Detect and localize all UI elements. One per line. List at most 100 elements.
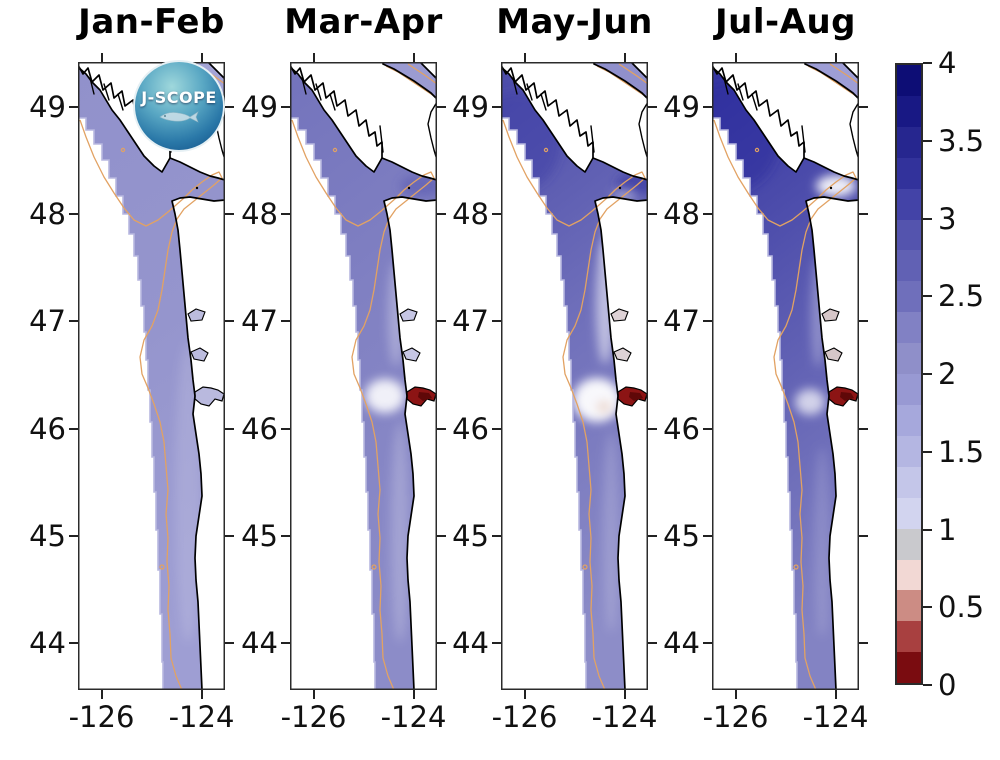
lat-tick <box>703 213 712 216</box>
lat-tick <box>492 534 501 537</box>
lat-tick-label: 46 <box>452 411 489 446</box>
lat-tick <box>225 213 234 216</box>
panel-mar-apr: Mar-Apr 49 48 47 46 45 44 -126 -124 <box>241 0 446 760</box>
colorbar-band <box>897 559 921 591</box>
lat-tick-label: 47 <box>29 304 66 339</box>
lat-tick <box>492 427 501 430</box>
colorbar-tick-label: 4 <box>938 46 957 80</box>
panel-title: Mar-Apr <box>284 2 443 42</box>
colorbar-tick-label: 2.5 <box>938 279 985 314</box>
colorbar-tick-label: 1 <box>938 512 957 547</box>
lat-tick <box>859 106 868 108</box>
colorbar-band <box>897 652 921 684</box>
colorbar-tick-label: 3.5 <box>938 123 985 158</box>
lat-tick <box>69 213 78 216</box>
lon-tick <box>100 690 103 699</box>
lon-tick <box>412 53 415 62</box>
lat-tick <box>225 427 234 430</box>
colorbar-band <box>897 312 921 344</box>
lat-tick-label: 49 <box>663 90 700 124</box>
lat-tick-label: 45 <box>29 518 66 553</box>
lon-tick <box>623 53 626 62</box>
lat-tick <box>703 427 712 430</box>
colorbar-tick <box>923 139 932 142</box>
lat-tick <box>69 320 78 323</box>
colorbar-band <box>897 65 921 96</box>
lon-tick-label: -126 <box>68 700 135 734</box>
lon-tick <box>200 53 203 62</box>
lat-tick-label: 47 <box>663 304 700 339</box>
lon-tick-label: -126 <box>702 700 769 734</box>
lat-tick-label: 44 <box>663 625 700 660</box>
lat-tick-label: 49 <box>241 90 278 124</box>
colorbar-band <box>897 219 921 251</box>
colorbar-band <box>897 435 921 467</box>
colorbar-tick <box>923 606 932 609</box>
jscope-logo: J-SCOPE <box>133 60 225 152</box>
lon-tick <box>623 690 626 699</box>
lat-tick <box>437 213 446 216</box>
map-jul-aug <box>712 62 859 690</box>
lat-tick-label: 44 <box>452 625 489 660</box>
lat-tick-label: 46 <box>241 411 278 446</box>
colorbar-band <box>897 343 921 375</box>
colorbar-band <box>897 404 921 436</box>
lon-tick <box>200 690 203 699</box>
lat-tick <box>492 213 501 216</box>
lat-tick <box>648 534 657 537</box>
colorbar-band <box>897 126 921 158</box>
panel-jan-feb: Jan-Feb 49 48 47 46 45 44 -126 -124 <box>29 0 234 760</box>
lon-tick <box>734 690 737 699</box>
map-mar-apr <box>290 62 437 690</box>
lat-tick-label: 44 <box>29 625 66 660</box>
lon-tick <box>523 53 526 62</box>
colorbar-band <box>897 250 921 282</box>
lat-tick <box>437 320 446 323</box>
colorbar-tick <box>923 528 932 531</box>
lon-tick-label: -124 <box>802 700 869 734</box>
lat-tick <box>648 641 657 644</box>
lat-tick <box>492 641 501 644</box>
lat-tick <box>648 427 657 430</box>
lon-tick-label: -126 <box>491 700 558 734</box>
lon-tick <box>834 53 837 62</box>
lat-tick <box>437 427 446 430</box>
lat-tick-label: 46 <box>663 411 700 446</box>
lon-tick <box>834 690 837 699</box>
colorbar <box>895 63 923 685</box>
lat-tick <box>492 320 501 323</box>
colorbar-band <box>897 95 921 127</box>
lat-tick <box>859 534 868 537</box>
lon-tick-label: -124 <box>591 700 658 734</box>
colorbar-band <box>897 374 921 405</box>
lat-tick <box>281 427 290 430</box>
colorbar-tick-label: 0 <box>938 668 957 702</box>
lat-tick-label: 48 <box>452 197 489 232</box>
colorbar-tick <box>923 217 932 220</box>
colorbar-band <box>897 590 921 622</box>
lat-tick-label: 48 <box>29 197 66 232</box>
lat-tick-label: 47 <box>241 304 278 339</box>
jscope-logo-label: J-SCOPE <box>141 88 217 107</box>
lat-tick <box>281 641 290 644</box>
map-may-jun <box>501 62 648 690</box>
lat-tick-label: 48 <box>663 197 700 232</box>
lat-tick <box>281 106 290 108</box>
lat-tick <box>69 534 78 537</box>
lat-tick <box>437 641 446 644</box>
fish-icon <box>159 111 199 123</box>
panel-title: Jan-Feb <box>78 2 225 42</box>
lat-tick <box>225 534 234 537</box>
map-jan-feb <box>78 62 225 690</box>
lon-tick <box>312 53 315 62</box>
colorbar-tick-label: 3 <box>938 201 957 236</box>
colorbar-band <box>897 157 921 189</box>
lat-tick <box>281 320 290 323</box>
lat-tick <box>492 106 501 108</box>
lat-tick <box>437 106 446 108</box>
lat-tick-label: 49 <box>452 90 489 124</box>
lat-tick <box>281 213 290 216</box>
lat-tick <box>69 427 78 430</box>
colorbar-band <box>897 188 921 220</box>
